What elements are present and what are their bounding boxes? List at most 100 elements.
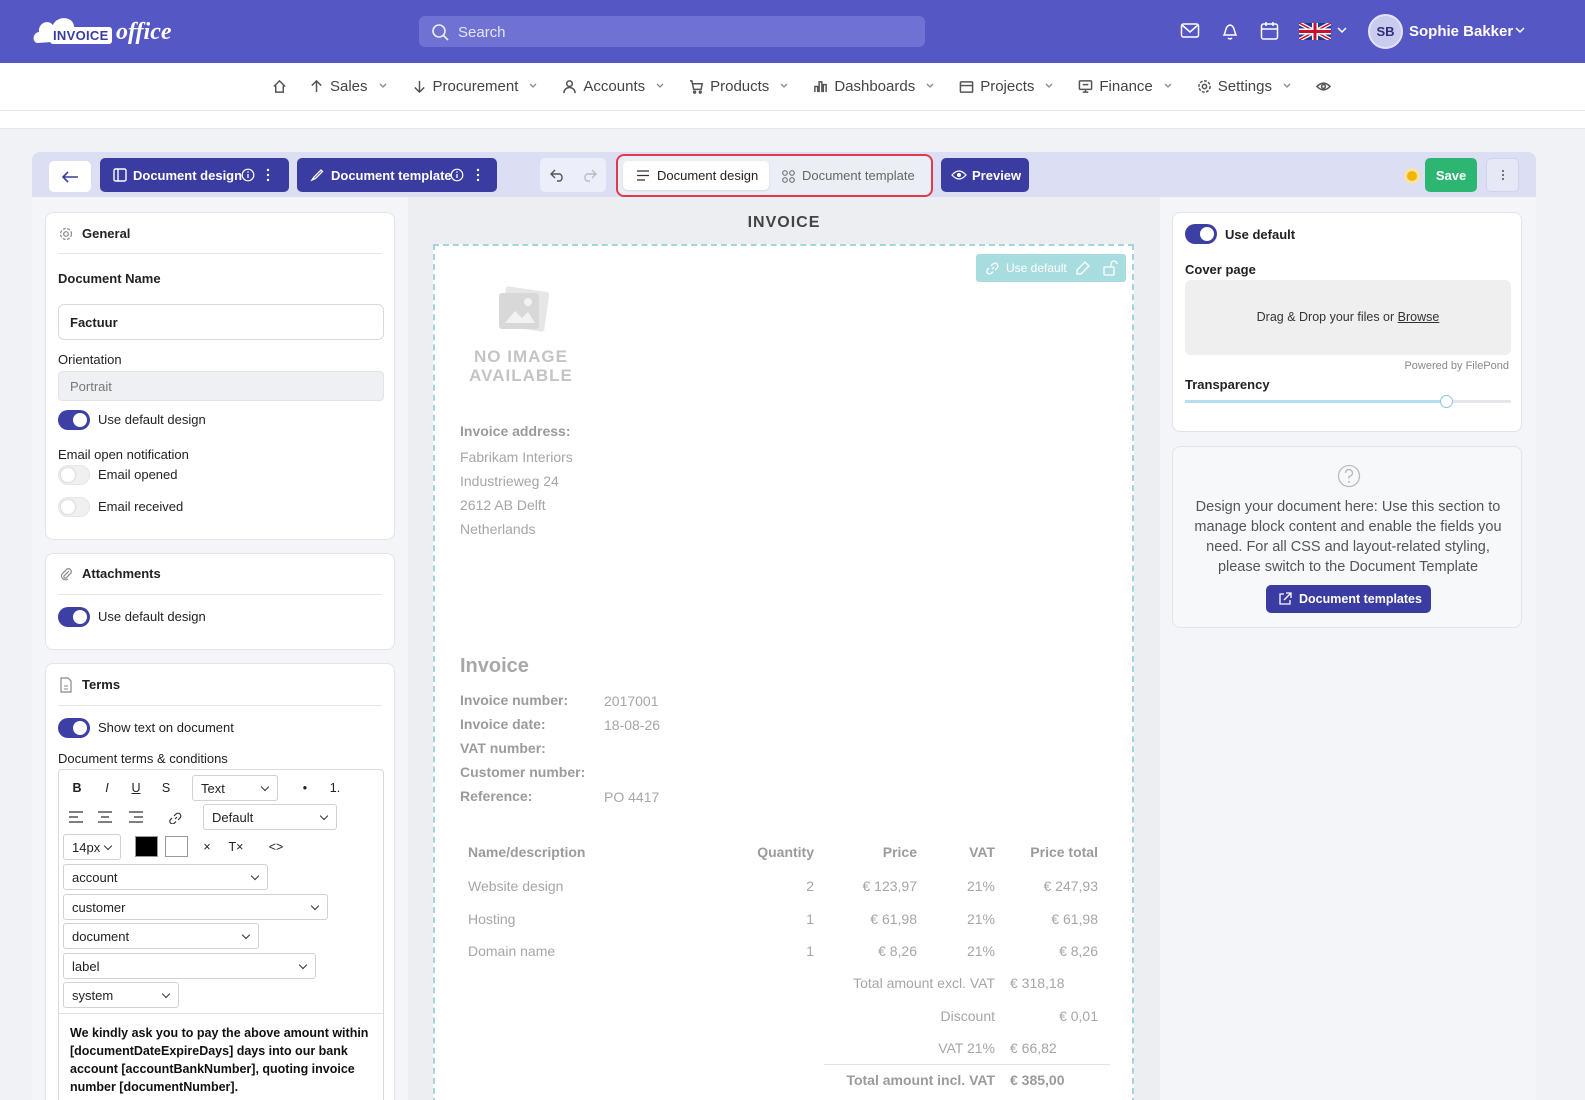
icon-shape <box>1299 30 1331 33</box>
toggle[interactable] <box>58 410 90 430</box>
toggle[interactable] <box>58 465 90 485</box>
nav-label: Finance <box>1099 78 1153 95</box>
nav-item[interactable]: Products <box>689 78 791 95</box>
clear-format[interactable]: T× <box>228 840 244 854</box>
toggle[interactable] <box>58 497 90 517</box>
preview-button[interactable]: Preview <box>941 158 1029 192</box>
info-icon[interactable] <box>450 168 464 182</box>
nav-item[interactable]: Finance <box>1078 78 1174 95</box>
edit-icon[interactable] <box>1075 260 1091 276</box>
nav-item[interactable]: Dashboards <box>813 78 937 95</box>
browse-link[interactable]: Browse <box>1397 310 1440 324</box>
icon-shape <box>524 298 532 306</box>
slider-track[interactable] <box>1185 395 1511 408</box>
icon-shape <box>241 168 255 182</box>
help-text: Design your document here: Use this sect… <box>1194 499 1502 575</box>
icon-shape <box>60 677 72 693</box>
general-card: General Document Name Factuur Orientatio… <box>45 212 395 540</box>
use-default-badge[interactable]: Use default <box>976 254 1126 282</box>
numbered-list-button[interactable]: 1. <box>329 781 341 795</box>
align-center[interactable] <box>98 811 112 823</box>
background-color[interactable] <box>165 836 188 857</box>
nav-item[interactable]: Accounts <box>562 78 667 95</box>
templates-button[interactable]: Document templates <box>1266 585 1431 613</box>
toggle[interactable] <box>1185 224 1217 244</box>
tab-active[interactable]: Document design <box>623 161 769 190</box>
nav-icon <box>413 80 425 94</box>
align-right[interactable] <box>129 811 143 823</box>
logo[interactable]: INVOICE office <box>32 13 174 49</box>
bell-icon[interactable] <box>1221 21 1239 41</box>
language-flag[interactable] <box>1299 23 1331 40</box>
bold-button[interactable]: B <box>72 781 82 795</box>
design-button[interactable]: Document design <box>100 158 289 192</box>
slider-handle[interactable] <box>1440 395 1453 408</box>
icon-shape <box>814 81 828 93</box>
orientation-select[interactable]: Portrait <box>58 371 384 401</box>
icon-shape <box>1197 80 1211 93</box>
tab-label[interactable]: Document template <box>802 168 915 183</box>
italic-button[interactable]: I <box>105 781 109 795</box>
text-color[interactable] <box>135 836 158 857</box>
divider <box>58 594 382 595</box>
search-box[interactable]: Search <box>419 16 925 47</box>
size-select[interactable]: 14px <box>63 834 121 860</box>
icon-shape <box>1337 464 1361 488</box>
help-icon <box>1337 464 1361 488</box>
nav-item[interactable]: Settings <box>1197 78 1294 95</box>
info-icon[interactable] <box>241 168 255 182</box>
total-line <box>824 1064 1110 1065</box>
brush-icon <box>310 169 324 182</box>
calendar-icon[interactable] <box>1260 21 1279 41</box>
icon-shape <box>782 170 788 176</box>
total-value: € 66,82 <box>1010 1040 1057 1056</box>
remove-color[interactable]: × <box>203 840 211 854</box>
field-select[interactable]: label <box>63 953 316 979</box>
source-code[interactable]: <> <box>268 840 284 854</box>
save-button[interactable]: Save <box>1425 158 1477 192</box>
mail-icon[interactable] <box>1180 22 1200 40</box>
underline-button[interactable]: U <box>131 781 141 795</box>
bullet-list-button[interactable]: • <box>302 781 308 795</box>
user-name[interactable]: Sophie Bakker <box>1409 23 1514 40</box>
name-input[interactable]: Factuur <box>58 304 384 340</box>
icon-shape <box>499 293 539 329</box>
link-button[interactable] <box>169 811 183 824</box>
field-select[interactable]: account <box>63 864 268 890</box>
icon-shape <box>61 170 78 183</box>
icon-shape <box>432 24 446 38</box>
more-icon <box>1501 169 1504 181</box>
toggle[interactable] <box>58 607 90 627</box>
icon-shape <box>505 311 535 323</box>
table-header: Price <box>882 844 917 860</box>
visibility-toggle[interactable] <box>1315 79 1331 94</box>
field-select[interactable]: system <box>63 982 179 1008</box>
nav-item[interactable]: Projects <box>959 78 1056 95</box>
more-button[interactable] <box>1486 158 1519 192</box>
strike-button[interactable]: S <box>161 781 171 795</box>
avatar[interactable]: SB <box>1368 14 1403 49</box>
template-button[interactable]: Document template <box>297 158 497 192</box>
gear-icon <box>59 227 73 241</box>
nav-item[interactable]: Procurement <box>412 78 541 95</box>
more-icon[interactable] <box>476 168 480 182</box>
format-select[interactable]: Text <box>192 775 278 801</box>
home-icon <box>273 79 286 93</box>
font-select[interactable]: Default <box>203 804 337 830</box>
align-left[interactable] <box>69 811 83 823</box>
nav-item[interactable]: Sales <box>309 78 390 95</box>
icon-shape <box>60 568 72 581</box>
unlock-icon[interactable] <box>1102 260 1118 276</box>
field-select[interactable]: customer <box>63 894 328 920</box>
toggle[interactable] <box>58 718 90 738</box>
undo-button[interactable] <box>550 168 566 182</box>
redo-button[interactable] <box>581 168 597 182</box>
terms-text[interactable]: We kindly ask you to pay the above amoun… <box>70 1026 369 1094</box>
home-link[interactable] <box>272 79 287 94</box>
more-icon[interactable] <box>266 168 270 182</box>
search-placeholder: Search <box>458 24 506 41</box>
icon-shape <box>63 231 69 237</box>
field-select[interactable]: document <box>63 923 259 949</box>
dropzone[interactable]: Drag & Drop your files or Browse <box>1185 280 1511 355</box>
back-button[interactable] <box>49 161 91 192</box>
